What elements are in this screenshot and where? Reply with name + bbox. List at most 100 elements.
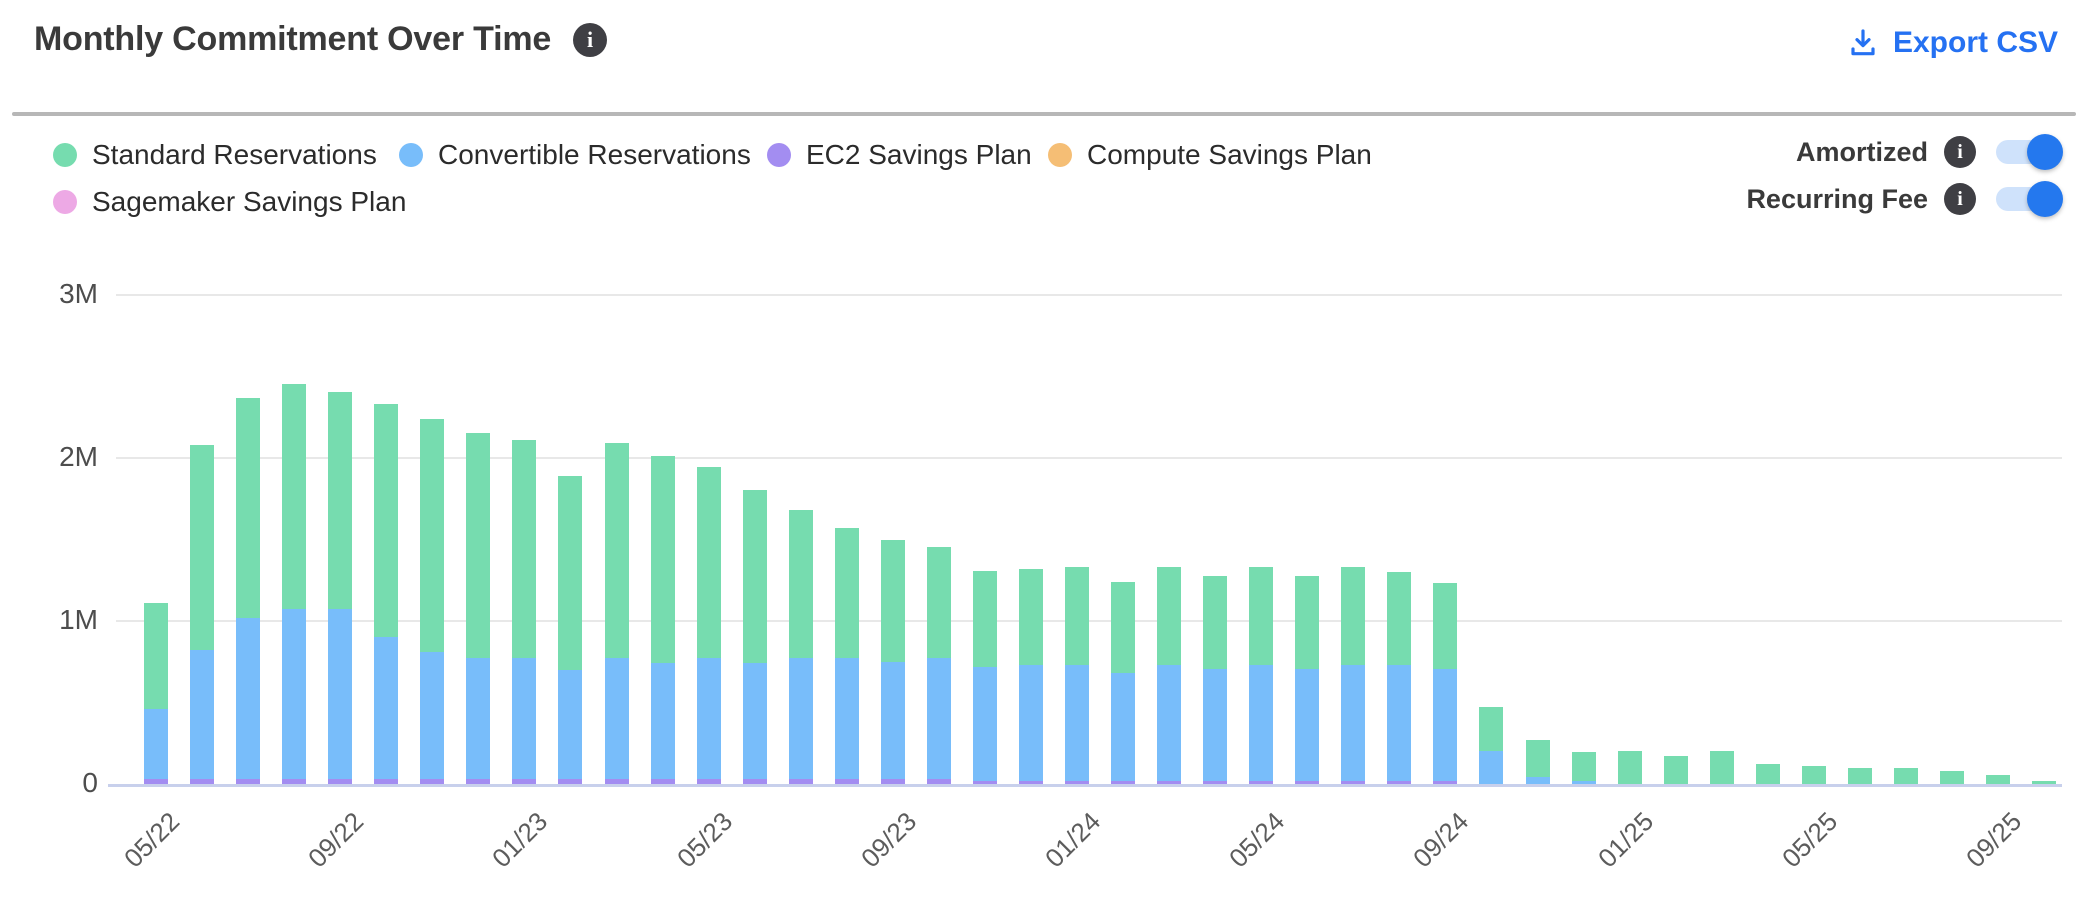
bar-segment-standard-reservations [328, 392, 352, 609]
bar-07-23[interactable] [789, 510, 813, 784]
y-axis-tick-2m: 2M [59, 441, 98, 472]
bar-segment-convertible-reservations [282, 609, 306, 779]
bar-segment-ec2-savings-plan [927, 779, 951, 784]
bar-08-23[interactable] [835, 528, 859, 784]
bar-segment-ec2-savings-plan [282, 779, 306, 784]
legend-item-convertible-reservations[interactable]: Convertible Reservations [399, 139, 751, 170]
bar-segment-standard-reservations [1019, 569, 1043, 665]
bar-segment-ec2-savings-plan [512, 779, 536, 784]
bar-09-24[interactable] [1433, 583, 1457, 784]
export-csv-button[interactable]: Export CSV [1847, 26, 2058, 60]
bar-07-24[interactable] [1341, 567, 1365, 784]
legend-item-ec2-savings-plan[interactable]: EC2 Savings Plan [767, 139, 1032, 170]
gridline-1m [116, 620, 2062, 622]
bar-01-24[interactable] [1065, 567, 1089, 784]
bar-segment-ec2-savings-plan [743, 779, 767, 784]
bar-09-25[interactable] [1986, 775, 2010, 784]
title-info-icon[interactable]: i [573, 22, 608, 57]
bar-01-25[interactable] [1618, 751, 1642, 784]
bar-10-23[interactable] [927, 547, 951, 784]
bar-segment-standard-reservations [1848, 768, 1872, 784]
legend-item-standard-reservations[interactable]: Standard Reservations [53, 139, 377, 170]
bar-segment-standard-reservations [558, 476, 582, 670]
bar-segment-standard-reservations [743, 490, 767, 663]
legend-item-sagemaker-savings-plan[interactable]: Sagemaker Savings Plan [53, 186, 406, 217]
bar-segment-ec2-savings-plan [973, 781, 997, 784]
bar-11-22[interactable] [420, 419, 444, 784]
bar-12-24[interactable] [1572, 752, 1596, 784]
bar-03-25[interactable] [1710, 751, 1734, 784]
bar-segment-standard-reservations [1802, 766, 1826, 784]
bar-segment-convertible-reservations [1341, 665, 1365, 781]
amortized-toggle-switch[interactable] [1996, 134, 2063, 170]
bar-segment-standard-reservations [236, 398, 260, 618]
bar-02-23[interactable] [558, 476, 582, 784]
legend-dot [53, 143, 77, 167]
bar-01-23[interactable] [512, 440, 536, 784]
bar-segment-standard-reservations [1295, 576, 1319, 669]
bar-02-25[interactable] [1664, 756, 1688, 784]
bar-segment-standard-reservations [420, 419, 444, 652]
bar-segment-standard-reservations [1433, 583, 1457, 669]
bar-segment-ec2-savings-plan [420, 779, 444, 784]
bar-08-25[interactable] [1940, 771, 1964, 784]
bar-05-22[interactable] [144, 603, 168, 784]
bar-08-22[interactable] [282, 384, 306, 784]
bar-segment-standard-reservations [1203, 576, 1227, 669]
bar-11-24[interactable] [1526, 740, 1550, 784]
bar-segment-standard-reservations [1341, 567, 1365, 665]
bar-09-23[interactable] [881, 540, 905, 784]
bar-segment-convertible-reservations [651, 663, 675, 779]
bar-segment-convertible-reservations [1479, 751, 1503, 784]
bar-03-24[interactable] [1157, 567, 1181, 784]
bar-segment-convertible-reservations [927, 658, 951, 779]
bar-04-25[interactable] [1756, 764, 1780, 784]
bar-segment-standard-reservations [282, 384, 306, 609]
bar-07-25[interactable] [1894, 768, 1918, 784]
recurring-fee-info-icon[interactable]: i [1944, 183, 1976, 215]
bar-08-24[interactable] [1387, 572, 1411, 784]
bar-segment-standard-reservations [144, 603, 168, 709]
bar-12-22[interactable] [466, 433, 490, 784]
bar-02-24[interactable] [1111, 582, 1135, 784]
bar-11-23[interactable] [973, 571, 997, 784]
recurring-fee-toggle-switch[interactable] [1996, 181, 2063, 217]
bar-10-25[interactable] [2032, 781, 2056, 784]
bar-segment-standard-reservations [927, 547, 951, 658]
legend-label: Standard Reservations [92, 139, 377, 170]
bar-12-23[interactable] [1019, 569, 1043, 784]
bar-03-23[interactable] [605, 443, 629, 784]
legend-item-compute-savings-plan[interactable]: Compute Savings Plan [1048, 139, 1372, 170]
bar-segment-convertible-reservations [1526, 777, 1550, 784]
bar-segment-ec2-savings-plan [1387, 781, 1411, 784]
bar-06-22[interactable] [190, 445, 214, 784]
bar-segment-standard-reservations [881, 540, 905, 662]
bar-05-23[interactable] [697, 467, 721, 784]
bar-06-23[interactable] [743, 490, 767, 784]
y-axis-tick-1m: 1M [59, 604, 98, 635]
bar-04-24[interactable] [1203, 576, 1227, 784]
bar-segment-ec2-savings-plan [1295, 781, 1319, 784]
bar-segment-convertible-reservations [466, 658, 490, 779]
bar-07-22[interactable] [236, 398, 260, 784]
amortized-info-icon[interactable]: i [1944, 136, 1976, 168]
page-title: Monthly Commitment Over Time [34, 20, 552, 58]
bar-04-23[interactable] [651, 456, 675, 784]
bar-06-24[interactable] [1295, 576, 1319, 784]
bar-05-24[interactable] [1249, 567, 1273, 784]
bar-10-22[interactable] [374, 404, 398, 784]
bar-segment-convertible-reservations [190, 650, 214, 779]
bar-segment-standard-reservations [1756, 764, 1780, 784]
bar-segment-convertible-reservations [1203, 669, 1227, 781]
bar-06-25[interactable] [1848, 768, 1872, 784]
x-axis-tick-05-25: 05/25 [1775, 806, 1844, 874]
bar-09-22[interactable] [328, 392, 352, 784]
bar-05-25[interactable] [1802, 766, 1826, 784]
legend-dot [767, 143, 791, 167]
x-axis-tick-09-23: 09/23 [854, 806, 923, 874]
x-axis-tick-01-25: 01/25 [1591, 806, 1660, 874]
bar-10-24[interactable] [1479, 707, 1503, 784]
bar-segment-convertible-reservations [144, 709, 168, 779]
bar-segment-ec2-savings-plan [835, 779, 859, 784]
